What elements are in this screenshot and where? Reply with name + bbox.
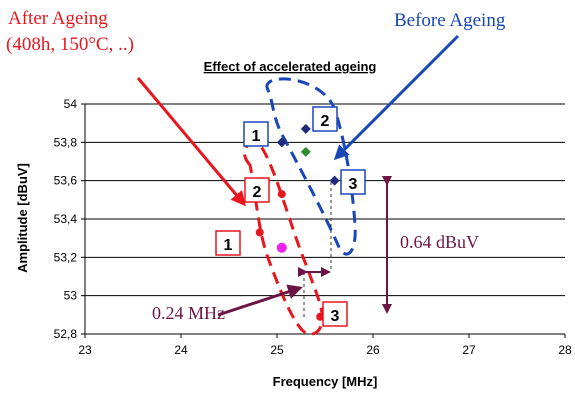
after-point-label-2: 2 <box>244 177 270 203</box>
y-tick-label: 53,8 <box>54 135 78 149</box>
before-ageing-ellipse <box>265 77 357 256</box>
before-point-label-2: 2 <box>312 106 338 132</box>
chart-title: Effect of accelerated ageing <box>204 59 377 74</box>
grid-lines <box>81 103 566 338</box>
y-tick-labels: 52,8 53 53,2 53,4 53,6 53,8 54 <box>54 97 78 341</box>
svg-text:3: 3 <box>331 308 340 325</box>
before-ageing-label: Before Ageing <box>394 10 506 31</box>
after-ageing-pointer-arrow <box>136 77 246 207</box>
data-points <box>255 123 340 321</box>
svg-text:3: 3 <box>349 176 358 193</box>
y-tick-label: 54 <box>64 97 78 111</box>
data-point-before-3 <box>329 175 340 186</box>
x-tick-labels: 23 24 25 26 27 28 <box>78 343 572 357</box>
y-tick-label: 53,4 <box>54 212 78 226</box>
before-ageing-pointer-arrow <box>333 34 460 161</box>
x-tick-label: 28 <box>558 343 572 357</box>
y-tick-label: 52,8 <box>54 327 78 341</box>
frequency-shift-label: 0.24 MHz <box>152 303 225 323</box>
y-tick-label: 53 <box>64 289 78 303</box>
after-ageing-label: After Ageing <box>8 8 108 29</box>
x-axis-label: Frequency [MHz] <box>273 374 378 389</box>
svg-text:2: 2 <box>253 184 262 201</box>
after-point-label-3: 3 <box>322 301 348 327</box>
svg-text:1: 1 <box>224 237 233 254</box>
after-ageing-conditions: (408h, 150°C, ..) <box>6 34 134 55</box>
y-tick-label: 53,2 <box>54 250 78 264</box>
x-tick-label: 27 <box>462 343 476 357</box>
y-tick-label: 53,6 <box>54 174 78 188</box>
data-point-after-2 <box>277 190 286 199</box>
frequency-shift-pointer-arrow <box>217 284 303 317</box>
x-tick-label: 25 <box>270 343 284 357</box>
before-point-label-1: 1 <box>243 121 269 147</box>
data-point-after-3 <box>316 312 325 321</box>
after-ageing-ellipse <box>243 141 324 336</box>
data-point-before-1 <box>276 137 287 148</box>
svg-text:1: 1 <box>252 128 261 145</box>
y-axis-label: Amplitude [dBuV] <box>15 163 30 273</box>
data-point-before-2 <box>300 123 311 134</box>
amplitude-shift-label: 0.64 dBuV <box>400 232 479 252</box>
data-point-before-mean-1 <box>300 146 311 157</box>
x-tick-label: 26 <box>366 343 380 357</box>
before-point-label-3: 3 <box>340 169 366 195</box>
data-point-after-1 <box>255 228 264 237</box>
after-point-label-1: 1 <box>215 230 241 256</box>
x-tick-label: 23 <box>78 343 92 357</box>
x-tick-label: 24 <box>174 343 188 357</box>
svg-text:2: 2 <box>321 113 330 130</box>
data-point-after-mean-1 <box>276 242 287 253</box>
